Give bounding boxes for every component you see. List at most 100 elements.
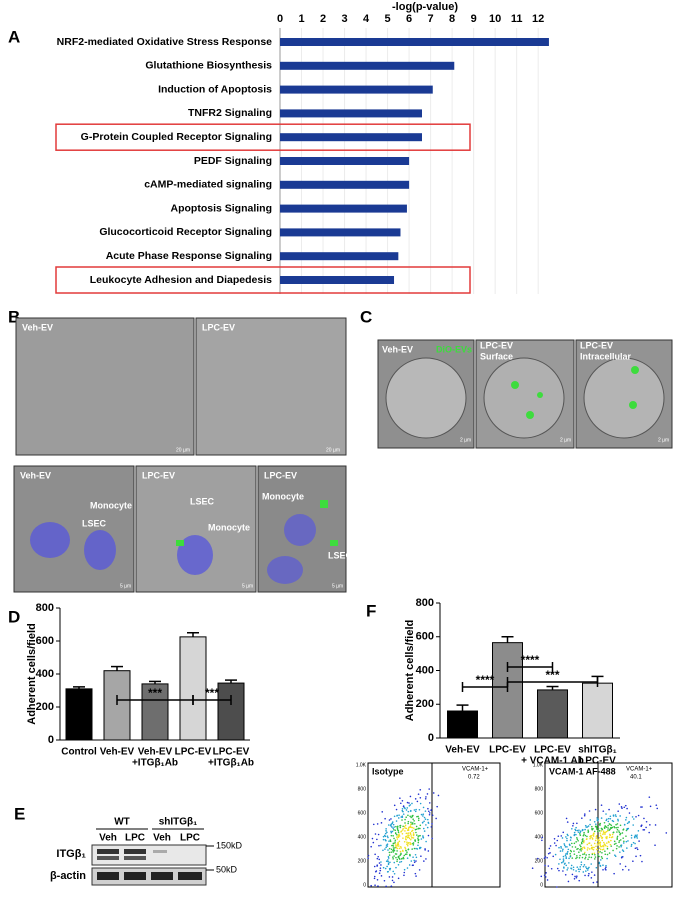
- flow-event: [420, 813, 423, 816]
- flow-event: [388, 847, 391, 850]
- flow-event: [620, 806, 623, 808]
- highlight-box: [55, 266, 471, 294]
- flow-event: [396, 827, 399, 830]
- cell: [583, 357, 665, 439]
- flow-event: [407, 832, 409, 834]
- bar: [280, 61, 455, 70]
- flow-event: [580, 847, 582, 850]
- flow-event: [581, 847, 584, 849]
- flow-event: [426, 826, 429, 829]
- flow-event: [613, 843, 616, 846]
- flow-event: [615, 826, 618, 829]
- flow-event: [603, 827, 606, 830]
- flow-y-tick-label: 400: [535, 834, 544, 840]
- flow-event: [548, 847, 551, 850]
- flow-event: [624, 865, 627, 868]
- flow-event: [581, 817, 583, 819]
- flow-event: [388, 876, 391, 878]
- flow-event: [616, 835, 619, 838]
- flow-event: [622, 868, 624, 871]
- flow-event: [382, 838, 385, 841]
- flow-event: [404, 848, 407, 850]
- flow-event: [412, 827, 415, 829]
- flow-event: [600, 835, 602, 838]
- flow-event: [619, 851, 621, 853]
- flow-event: [417, 836, 419, 838]
- flow-event: [410, 823, 412, 826]
- flow-y-tick-label: 0: [363, 882, 366, 888]
- flow-event: [571, 857, 574, 859]
- flow-event: [413, 809, 416, 811]
- highlight-box: [55, 123, 471, 151]
- flow-event: [389, 840, 392, 843]
- flow-event: [437, 794, 440, 797]
- flow-event: [569, 839, 572, 841]
- micrographs-c: Veh-EV DiO-EVs LPC-EV Surface LPC-EV Int…: [377, 339, 673, 449]
- flow-event: [640, 806, 642, 808]
- flow-event: [606, 830, 609, 832]
- plot-label: VCAM-1 AF-488: [549, 766, 616, 776]
- flow-event: [398, 840, 401, 843]
- flow-event: [582, 841, 585, 844]
- x-tick-label: Control: [61, 747, 97, 758]
- flow-event: [600, 845, 602, 848]
- flow-event: [397, 835, 399, 837]
- ev-signal: [511, 381, 519, 389]
- flow-event: [555, 844, 557, 847]
- flow-event: [402, 827, 404, 830]
- flow-event: [418, 808, 421, 811]
- flow-event: [399, 861, 401, 863]
- image-label: Intracellular: [580, 351, 632, 361]
- flow-event: [377, 855, 379, 858]
- bar: [280, 157, 410, 165]
- flow-event: [384, 832, 387, 835]
- flow-event: [392, 856, 394, 858]
- flow-event: [638, 840, 640, 842]
- flow-event: [589, 835, 591, 838]
- x-tick-label: LPC-EV: [213, 747, 250, 758]
- flow-event: [566, 837, 568, 840]
- flow-event: [578, 879, 581, 882]
- flow-event: [424, 810, 427, 812]
- arrow-label: LSEC: [328, 550, 353, 560]
- flow-event: [572, 824, 574, 827]
- flow-event: [547, 852, 550, 855]
- flow-event: [603, 844, 606, 846]
- flow-event: [371, 837, 374, 840]
- flow-event: [587, 858, 589, 861]
- flow-event: [593, 858, 596, 860]
- flow-event: [399, 858, 401, 860]
- flow-event: [576, 854, 578, 857]
- flow-event: [582, 853, 584, 856]
- flow-event: [597, 819, 599, 822]
- flow-event: [627, 840, 629, 842]
- flow-event: [399, 826, 402, 829]
- flow-event: [588, 810, 591, 812]
- image-label: LPC-EV: [264, 470, 297, 480]
- flow-event: [402, 856, 405, 859]
- flow-event: [627, 869, 630, 871]
- flow-event: [584, 834, 587, 837]
- flow-event: [575, 876, 578, 879]
- flow-event: [595, 866, 598, 869]
- flow-event: [583, 813, 586, 815]
- x-tick-label: 2: [320, 13, 326, 25]
- flow-event: [596, 881, 598, 883]
- lane-label: LPC: [125, 833, 145, 844]
- flow-event: [409, 825, 412, 827]
- flow-event: [379, 869, 382, 872]
- flow-event: [373, 877, 376, 880]
- flow-event: [585, 866, 587, 868]
- flow-event: [575, 841, 577, 843]
- flow-event: [414, 839, 416, 841]
- flow-event: [576, 837, 578, 839]
- flow-event: [605, 818, 608, 821]
- flow-event: [590, 844, 593, 847]
- cell: [483, 357, 565, 439]
- flow-event: [585, 870, 587, 872]
- flow-event: [409, 815, 411, 818]
- flow-event: [630, 843, 633, 846]
- flow-event: [574, 828, 576, 831]
- flow-event: [626, 847, 628, 849]
